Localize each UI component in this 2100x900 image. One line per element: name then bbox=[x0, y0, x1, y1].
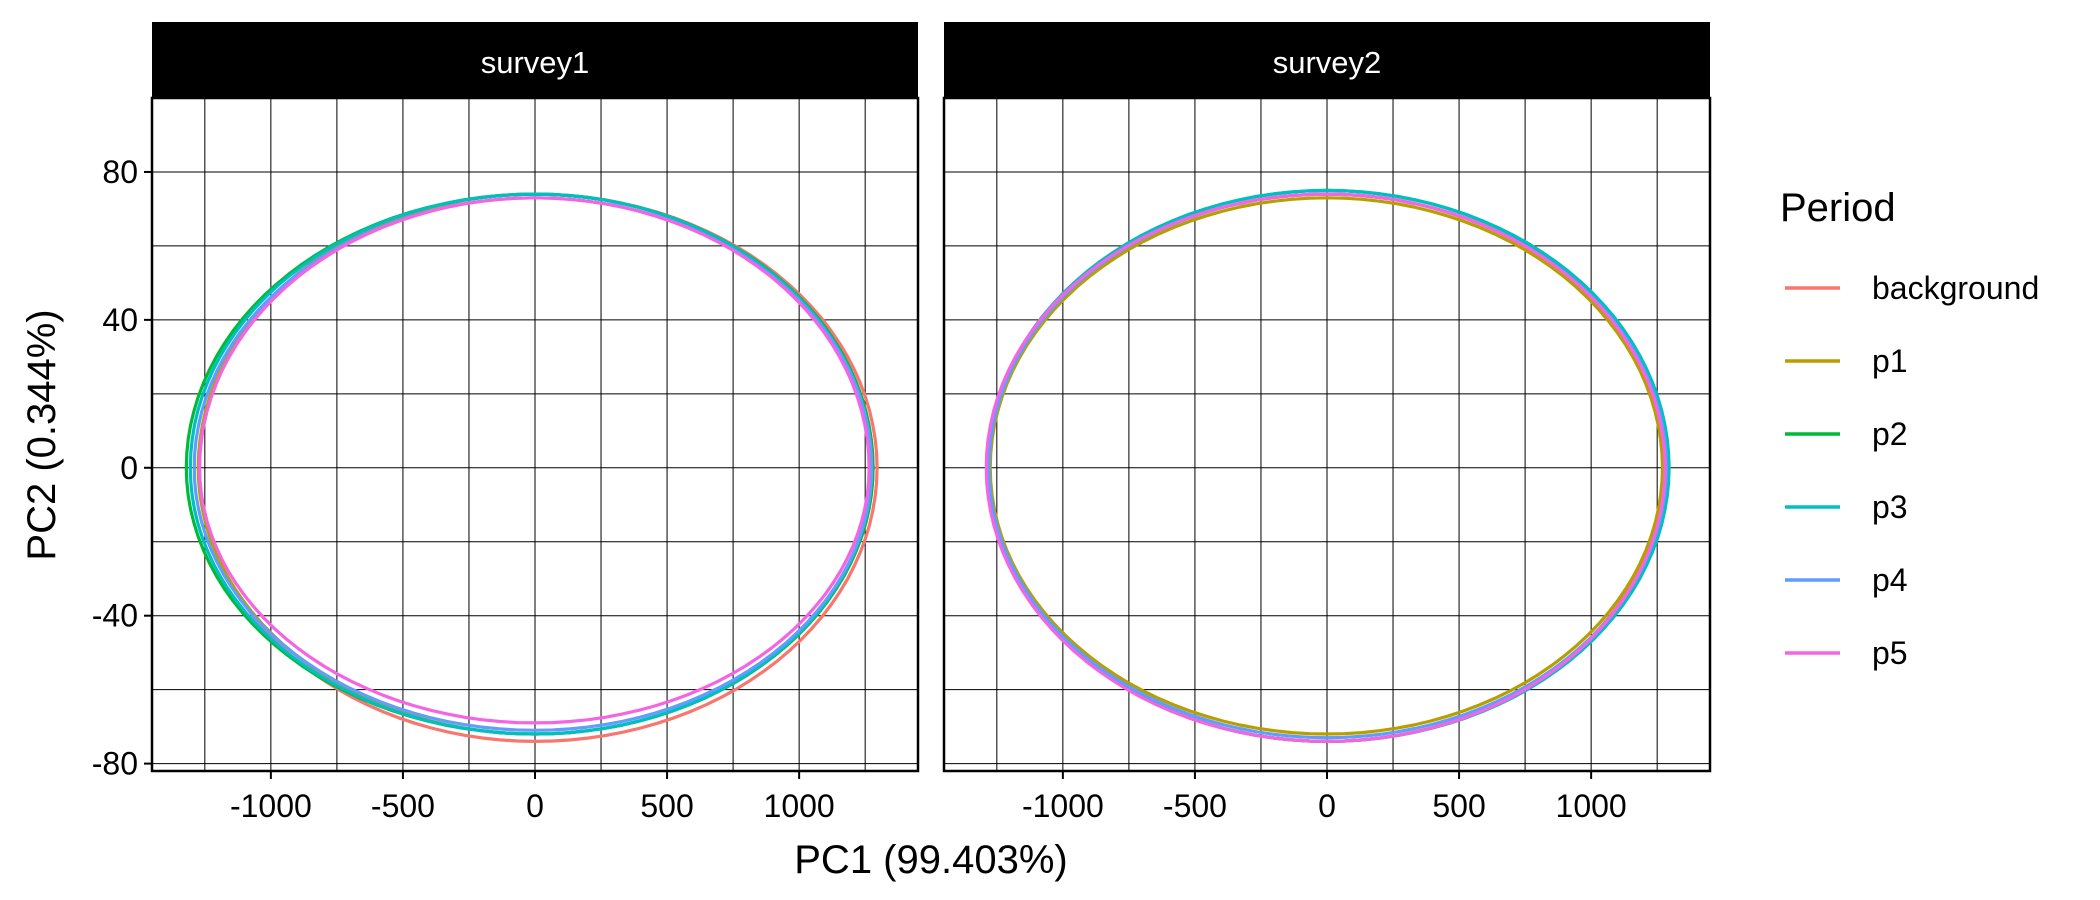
x-tick-label: 0 bbox=[526, 788, 544, 824]
y-axis-ticks: -80 -40 0 40 80 bbox=[92, 154, 152, 782]
x-axis-ticks: -1000 -500 0 500 1000 bbox=[1022, 771, 1627, 824]
legend-label-p1: p1 bbox=[1872, 343, 1908, 379]
y-tick-label: -40 bbox=[92, 598, 138, 634]
x-tick-label: 0 bbox=[1318, 788, 1336, 824]
series-layer bbox=[984, 188, 1671, 743]
y-tick-label: 80 bbox=[102, 154, 138, 190]
x-tick-label: 1000 bbox=[1556, 788, 1627, 824]
legend-items: background p1 p2 p3 p4 p5 bbox=[1785, 270, 2039, 671]
x-tick-label: 1000 bbox=[764, 788, 835, 824]
y-axis-title: PC2 (0.344%) bbox=[20, 309, 64, 560]
x-tick-label: -500 bbox=[1163, 788, 1227, 824]
x-tick-label: -1000 bbox=[230, 788, 312, 824]
series-path-p5 bbox=[984, 192, 1667, 743]
legend-label-p4: p4 bbox=[1872, 562, 1908, 598]
strip-label-survey2: survey2 bbox=[1273, 45, 1382, 80]
legend-label-p5: p5 bbox=[1872, 635, 1908, 671]
facet-panel-survey1: survey1 -1000 -500 0 500 1000 bbox=[150, 22, 920, 824]
legend-label-p3: p3 bbox=[1872, 489, 1908, 525]
legend: Period background p1 p2 p3 p4 p5 bbox=[1780, 186, 2039, 671]
strip-label-survey1: survey1 bbox=[481, 45, 590, 80]
y-tick-label: 0 bbox=[120, 450, 138, 486]
series-path-p3 bbox=[188, 192, 874, 736]
y-tick-label: -80 bbox=[92, 746, 138, 782]
x-axis-ticks: -1000 -500 0 500 1000 bbox=[230, 771, 835, 824]
series-layer bbox=[184, 192, 879, 743]
x-axis-title: PC1 (99.403%) bbox=[794, 838, 1067, 882]
strip-background bbox=[944, 22, 1710, 98]
x-tick-label: 500 bbox=[640, 788, 693, 824]
series-path-p5 bbox=[197, 196, 871, 725]
facet-panel-survey2: survey2 -1000 -500 0 500 1000 bbox=[942, 22, 1712, 824]
y-tick-label: 40 bbox=[102, 302, 138, 338]
strip-background bbox=[152, 22, 918, 98]
legend-label-p2: p2 bbox=[1872, 416, 1908, 452]
legend-label-background: background bbox=[1872, 270, 2039, 306]
x-tick-label: -500 bbox=[371, 788, 435, 824]
x-tick-label: -1000 bbox=[1022, 788, 1104, 824]
x-tick-label: 500 bbox=[1432, 788, 1485, 824]
legend-title: Period bbox=[1780, 186, 1896, 230]
series-path-p1 bbox=[988, 196, 1665, 736]
gridlines bbox=[944, 98, 1710, 771]
